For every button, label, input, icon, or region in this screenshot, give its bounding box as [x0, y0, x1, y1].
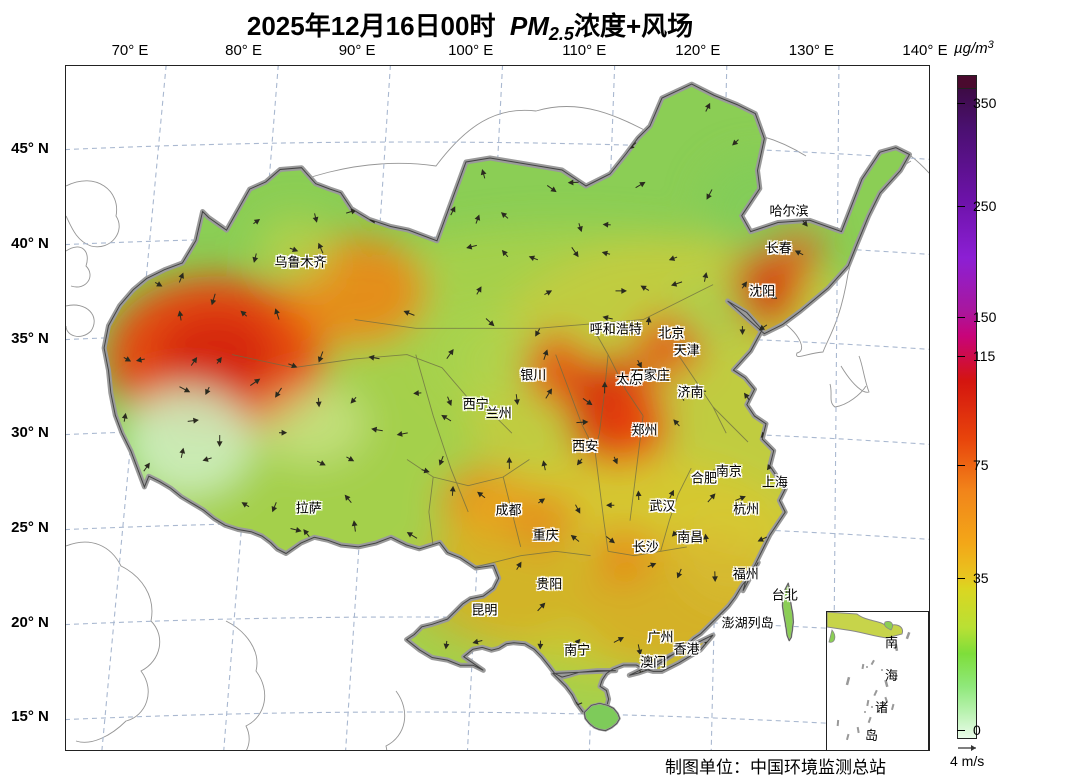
svg-text:诸: 诸: [875, 700, 888, 715]
svg-text:海: 海: [885, 668, 898, 683]
svg-text:南: 南: [885, 635, 898, 650]
svg-text:岛: 岛: [865, 728, 878, 743]
